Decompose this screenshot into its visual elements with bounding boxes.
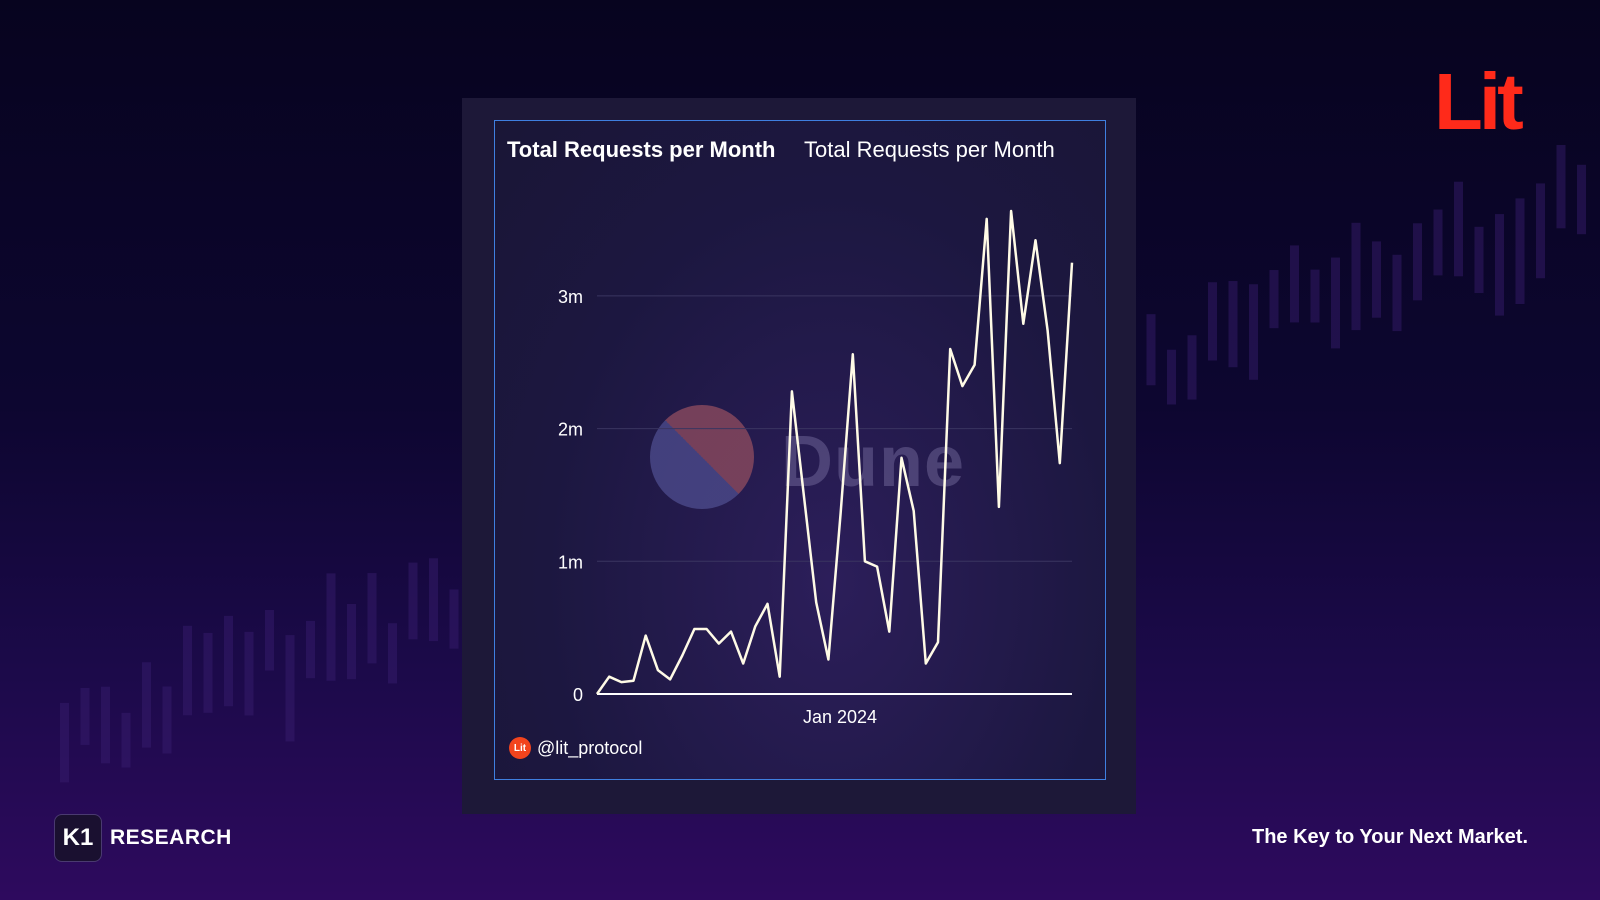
background-candle <box>1413 223 1422 301</box>
background-candle <box>121 712 131 768</box>
background-candle <box>183 625 192 716</box>
background-candle <box>1474 226 1484 294</box>
background-candle <box>1515 198 1525 305</box>
background-candle <box>60 702 69 783</box>
background-candle <box>306 620 315 679</box>
background-candle <box>1269 270 1279 329</box>
background-candle <box>1454 181 1463 277</box>
background-candle <box>1536 183 1545 279</box>
background-candle <box>162 686 172 754</box>
background-candle <box>1310 269 1320 323</box>
lit-logo: Lit <box>1434 57 1524 146</box>
twitter-handle[interactable]: Lit @lit_protocol <box>509 737 642 759</box>
y-tick-label: 1m <box>558 552 583 572</box>
background-candle <box>1146 314 1156 386</box>
background-candle <box>265 609 274 671</box>
background-candle <box>142 662 151 748</box>
background-candle <box>326 573 336 681</box>
background-candle <box>1495 214 1504 316</box>
line-chart: 0 1m 2m 3m Jan 2024 <box>558 209 1074 727</box>
x-tick-label: Jan 2024 <box>803 707 877 727</box>
lit-protocol-icon: Lit <box>509 737 531 759</box>
background-candle <box>1392 254 1402 332</box>
background-candle <box>244 631 254 716</box>
background-candle <box>1556 145 1566 229</box>
k1-badge-icon: K1 <box>54 814 102 862</box>
y-tick-label: 0 <box>573 685 583 705</box>
background-candle <box>1433 209 1443 276</box>
dune-watermark: Dune <box>781 422 965 502</box>
background-candle <box>1351 222 1361 331</box>
series-line <box>595 209 1074 695</box>
background-candle <box>429 558 438 642</box>
k1-research-label: RESEARCH <box>110 826 232 849</box>
background-candle <box>203 632 213 713</box>
background-candle <box>1228 281 1238 368</box>
k1-research-logo: K1 RESEARCH <box>54 814 232 862</box>
background-candle <box>285 635 295 742</box>
background-candle <box>1372 241 1381 318</box>
handle-label: @lit_protocol <box>537 737 643 758</box>
y-tick-label: 2m <box>558 420 583 440</box>
background-candle <box>1290 245 1299 323</box>
chart-title-secondary: Total Requests per Month <box>804 137 1055 162</box>
background-candle <box>347 603 356 680</box>
dune-watermark-logo <box>650 405 754 509</box>
background-candle <box>1331 257 1340 349</box>
background-candle <box>1208 282 1217 361</box>
background-candle <box>1187 335 1197 400</box>
background-candle <box>80 687 90 745</box>
chart-title: Total Requests per Month <box>507 137 776 162</box>
background-candle <box>1249 284 1258 380</box>
y-tick-label: 3m <box>558 287 583 307</box>
chart-card: Dune 0 1m 2m 3m Jan 2024 Total Requests per … <box>494 120 1106 780</box>
background-candle <box>1167 349 1176 405</box>
background-candle <box>388 623 397 684</box>
background-candle <box>101 686 110 764</box>
background-candle <box>1577 164 1586 235</box>
background-candle <box>367 573 377 664</box>
background-candle <box>408 562 418 640</box>
tagline: The Key to Your Next Market. <box>1252 826 1528 848</box>
background-candle <box>449 589 459 649</box>
background-candle <box>224 615 233 707</box>
